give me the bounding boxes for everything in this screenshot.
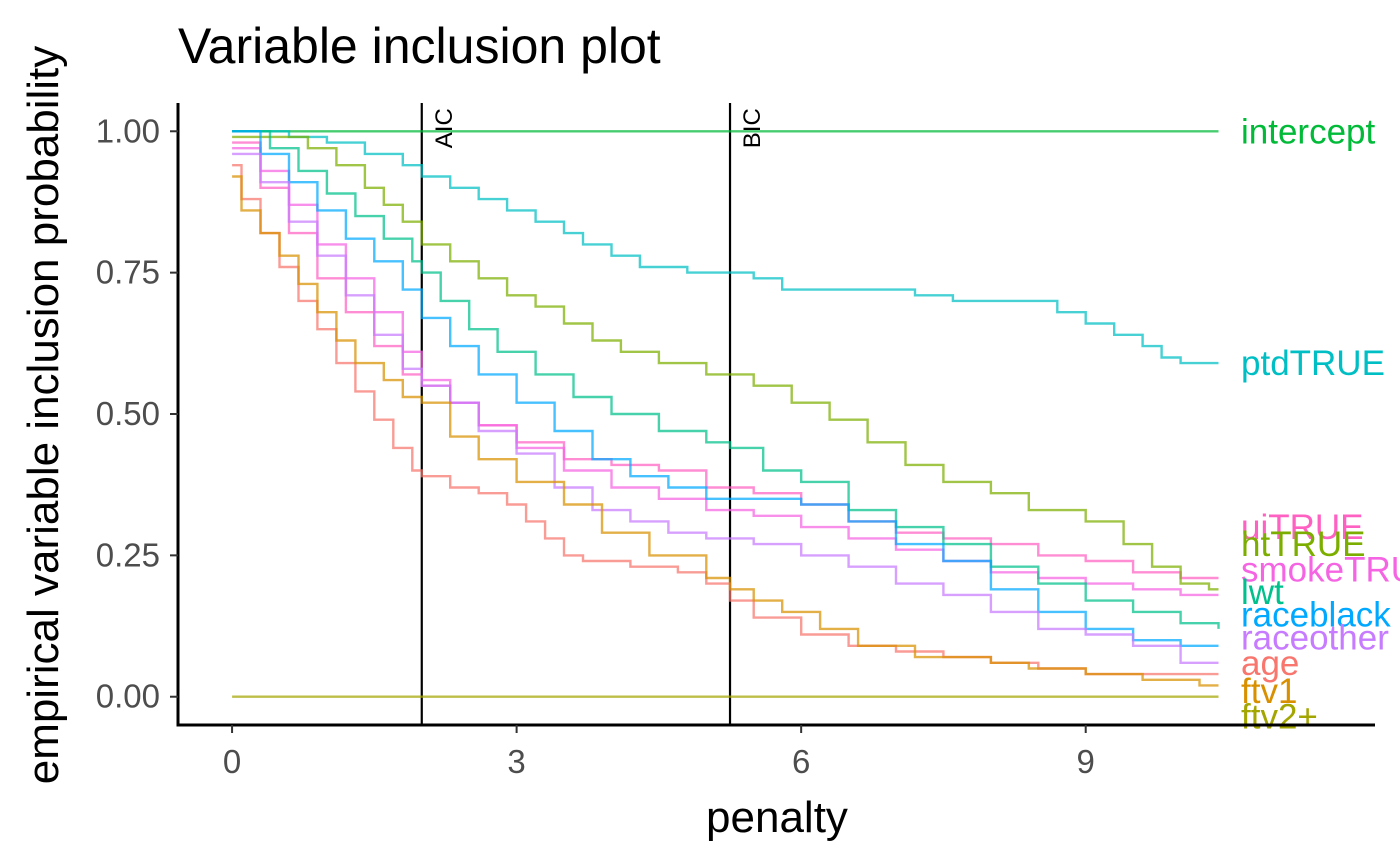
series-label-age: age bbox=[1241, 644, 1299, 683]
y-tick-label: 0.50 bbox=[96, 395, 160, 432]
series-label-ftv2: ftv2+ bbox=[1241, 698, 1318, 737]
reference-lines: AIC BIC bbox=[420, 103, 766, 725]
series-label-ftv1: ftv1 bbox=[1241, 672, 1297, 711]
series-line-smoketrue bbox=[232, 147, 1219, 597]
series-label-raceblack: raceblack bbox=[1241, 596, 1391, 635]
series-line-raceother bbox=[232, 152, 1219, 664]
vline-label-aic: AIC bbox=[431, 108, 458, 148]
series-labels: intercept ptdTRUE uiTRUEhtTRUEsmokeTRUElwt… bbox=[1241, 112, 1400, 736]
y-axis-title: empirical variable inclusion probability bbox=[19, 46, 68, 785]
x-tick-label: 6 bbox=[792, 743, 810, 780]
x-tick-label: 3 bbox=[507, 743, 525, 780]
series-line-httrue bbox=[232, 135, 1219, 591]
chart-title: Variable inclusion plot bbox=[178, 18, 661, 74]
series-line-ptdtrue bbox=[232, 130, 1219, 365]
series-line-age bbox=[232, 164, 1219, 676]
series-label-httrue: htTRUE bbox=[1241, 525, 1365, 564]
x-axis-title: penalty bbox=[706, 793, 848, 842]
series-label-uitrue: uiTRUE bbox=[1241, 508, 1364, 547]
series-line-ftv1 bbox=[232, 175, 1219, 687]
series-line-uitrue bbox=[232, 141, 1219, 580]
x-tick-label: 0 bbox=[223, 743, 241, 780]
y-tick-label: 0.75 bbox=[96, 254, 160, 291]
series-label-ptdtrue: ptdTRUE bbox=[1241, 344, 1385, 383]
y-tick-label: 1.00 bbox=[96, 112, 160, 149]
y-tick-label: 0.25 bbox=[96, 536, 160, 573]
axes: 0.00 0.25 0.50 0.75 1.00 0 3 6 9 bbox=[96, 103, 1375, 780]
series-label-smoketrue: smokeTRUE bbox=[1241, 551, 1400, 590]
y-tick-label: 0.00 bbox=[96, 678, 160, 715]
vline-label-bic: BIC bbox=[739, 108, 766, 148]
series-label-raceother: raceother bbox=[1241, 618, 1389, 657]
series-lines bbox=[232, 130, 1220, 698]
series-line-raceblack bbox=[232, 130, 1219, 647]
x-tick-label: 9 bbox=[1077, 743, 1095, 780]
series-label-intercept: intercept bbox=[1241, 112, 1376, 151]
series-label-lwt: lwt bbox=[1241, 573, 1284, 612]
series-line-lwt bbox=[232, 130, 1220, 629]
